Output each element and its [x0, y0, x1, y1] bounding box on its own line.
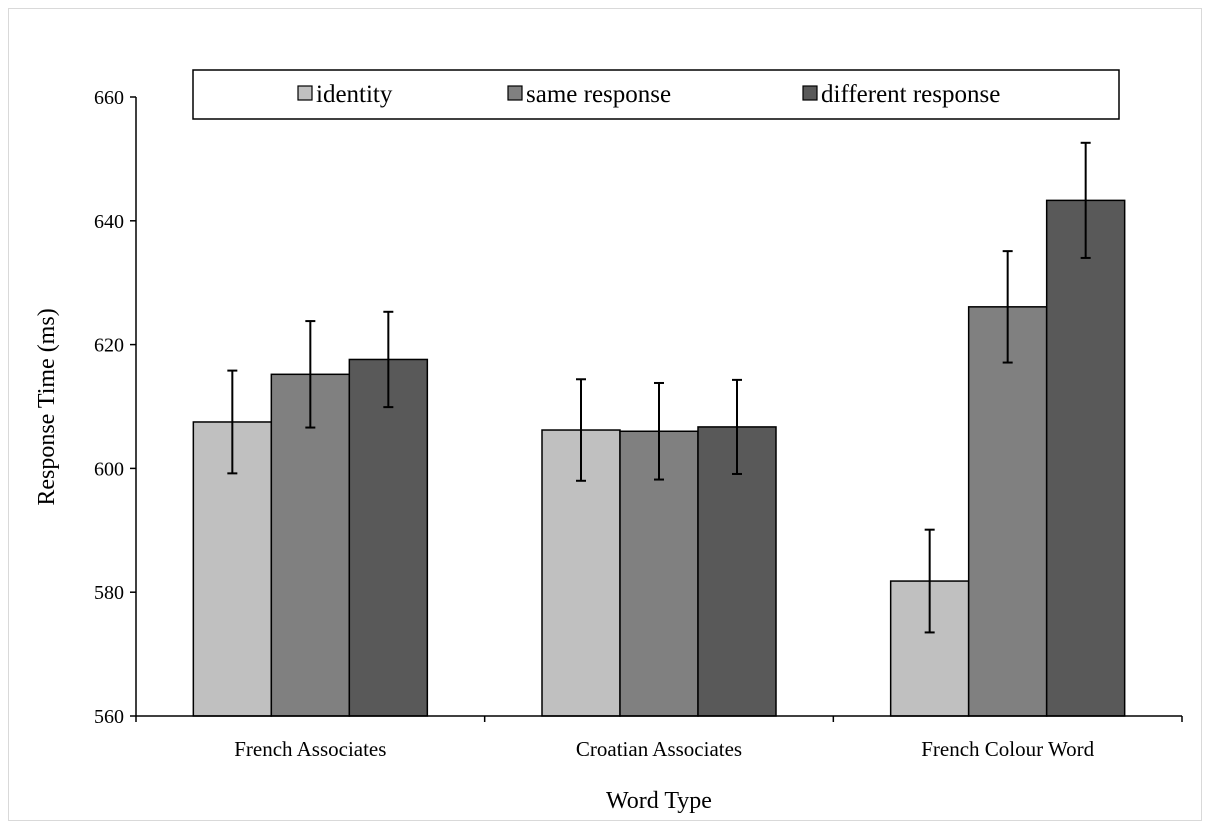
- y-tick-label: 560: [94, 706, 124, 728]
- y-tick-label: 620: [94, 335, 124, 357]
- error-bar-same-response-1: [305, 320, 316, 429]
- y-axis-title: Response Time (ms): [34, 308, 60, 505]
- x-tick-label: French Associates: [234, 737, 386, 761]
- error-bar-different-response-2: [732, 378, 742, 475]
- bar-different-response-1: [348, 358, 429, 717]
- legend-swatch: [507, 85, 523, 101]
- error-bar-identity-1: [227, 369, 238, 475]
- x-axis-title: Word Type: [606, 788, 712, 814]
- error-bar-same-response-2: [654, 381, 664, 481]
- y-tick-label: 600: [94, 458, 124, 480]
- legend: identity same response different response: [297, 81, 1000, 108]
- axes-layer: [130, 96, 1183, 722]
- legend-label: different response: [821, 81, 1000, 108]
- legend-swatch: [802, 85, 818, 101]
- legend-item-different-response: different response: [802, 81, 1000, 108]
- bar-same-response-3: [967, 306, 1048, 717]
- y-tick-label: 580: [94, 582, 124, 604]
- legend-swatch: [297, 85, 313, 101]
- error-bar-different-response-3: [1080, 141, 1091, 259]
- error-bar-same-response-3: [1002, 250, 1013, 364]
- error-bar-identity-2: [576, 378, 586, 482]
- bar-different-response-3: [1045, 199, 1126, 717]
- x-tick-label: Croatian Associates: [576, 737, 742, 761]
- legend-item-identity: identity: [297, 81, 393, 108]
- error-bar-identity-3: [924, 528, 935, 634]
- legend-label: identity: [316, 81, 393, 108]
- legend-box: [192, 69, 1120, 120]
- legend-item-same-response: same response: [507, 81, 671, 108]
- error-bar-different-response-1: [383, 310, 394, 409]
- y-tick-label: 660: [94, 87, 124, 109]
- labels-layer: French Associates Croatian Associates Fren…: [94, 87, 1095, 761]
- legend-label: same response: [526, 81, 671, 108]
- x-tick-label: French Colour Word: [921, 737, 1094, 761]
- error-bars-layer: [227, 141, 1091, 634]
- y-tick-label: 640: [94, 211, 124, 233]
